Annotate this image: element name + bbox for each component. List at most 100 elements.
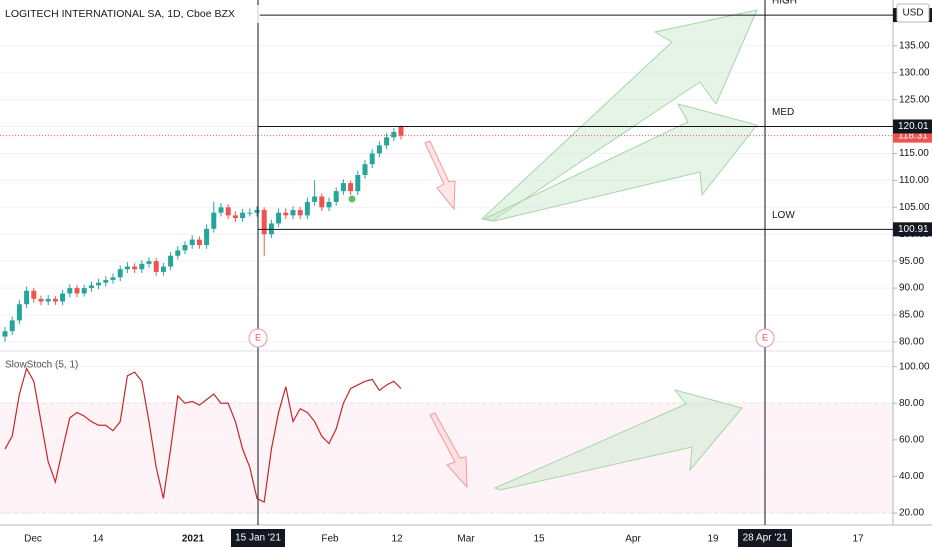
candle-body bbox=[362, 164, 368, 175]
y-tick-label: 100.00 bbox=[899, 361, 930, 372]
time-marker-box bbox=[231, 529, 285, 547]
candle-body bbox=[31, 290, 37, 299]
candle-body bbox=[110, 277, 116, 280]
candle-body bbox=[88, 285, 94, 289]
y-tick-label: 80.00 bbox=[899, 398, 924, 409]
candle-body bbox=[398, 126, 404, 136]
candle-body bbox=[146, 261, 152, 264]
y-tick-label: 115.00 bbox=[899, 148, 929, 159]
candle-body bbox=[340, 183, 346, 192]
y-tick-label: 110.00 bbox=[899, 175, 929, 186]
candle-body bbox=[232, 215, 238, 219]
candle-body bbox=[132, 266, 138, 270]
event-marker bbox=[755, 328, 775, 348]
x-tick-label: 2021 bbox=[182, 534, 205, 545]
candle-body bbox=[211, 212, 217, 229]
candle-body bbox=[204, 228, 210, 245]
event-label: E bbox=[762, 332, 768, 342]
level-name: HIGH bbox=[772, 0, 797, 7]
candle-body bbox=[348, 183, 354, 192]
candle-body bbox=[67, 288, 73, 294]
candle-body bbox=[261, 210, 267, 235]
candle-body bbox=[384, 137, 390, 146]
candle-body bbox=[240, 212, 246, 219]
candle-body bbox=[283, 212, 289, 216]
y-tick-label: 80.00 bbox=[899, 337, 924, 348]
level-value: 120.01 bbox=[898, 121, 929, 132]
green-arrow-stoch bbox=[493, 389, 743, 491]
chart-title: LOGITECH INTERNATIONAL SA, 1D, Cboe BZX bbox=[5, 8, 235, 20]
red-arrow bbox=[424, 140, 456, 211]
level-box bbox=[893, 222, 932, 237]
candle-body bbox=[355, 175, 361, 192]
drawings bbox=[348, 9, 758, 491]
level-value: 100.91 bbox=[898, 224, 929, 235]
candle-body bbox=[290, 210, 296, 216]
signal-dot bbox=[348, 195, 356, 203]
currency-box bbox=[896, 3, 930, 23]
candle-body bbox=[326, 201, 332, 208]
candle-body bbox=[117, 269, 123, 278]
candle-body bbox=[225, 207, 231, 216]
candle-body bbox=[189, 239, 195, 245]
candle-body bbox=[182, 245, 188, 251]
y-tick-label: 20.00 bbox=[899, 508, 924, 519]
candle-body bbox=[52, 298, 58, 302]
candle-body bbox=[276, 212, 282, 224]
candle-body bbox=[153, 261, 159, 272]
candle-body bbox=[45, 298, 51, 302]
y-tick-label: 125.00 bbox=[899, 94, 930, 105]
candle-body bbox=[2, 331, 8, 337]
currency-label: USD bbox=[902, 8, 923, 19]
candle-body bbox=[319, 196, 325, 208]
x-tick-label: 19 bbox=[707, 534, 719, 545]
candle-body bbox=[312, 196, 318, 202]
green-arrow-high bbox=[480, 9, 758, 222]
candle-body bbox=[16, 304, 22, 321]
y-tick-label: 135.00 bbox=[899, 40, 930, 51]
candle-body bbox=[81, 288, 87, 294]
x-tick-label: Dec bbox=[24, 534, 42, 545]
candle-body bbox=[24, 290, 30, 305]
candle-body bbox=[175, 250, 181, 256]
x-tick-label: 15 bbox=[533, 534, 545, 545]
x-tick-label: 12 bbox=[391, 534, 403, 545]
candle-body bbox=[254, 210, 260, 213]
candle-body bbox=[297, 210, 303, 216]
x-tick-label: Feb bbox=[321, 534, 339, 545]
candle-body bbox=[60, 293, 66, 302]
stoch-band bbox=[0, 403, 893, 514]
candle-body bbox=[247, 212, 253, 214]
green-arrow-med bbox=[482, 103, 758, 222]
indicator-title: SlowStoch (5, 1) bbox=[5, 360, 78, 371]
candle-body bbox=[9, 320, 15, 332]
candle-body bbox=[376, 145, 382, 154]
candle-body bbox=[196, 239, 202, 245]
y-tick-label: 95.00 bbox=[899, 256, 924, 267]
red-arrow-stoch bbox=[429, 412, 468, 489]
x-tick-label: Apr bbox=[625, 534, 641, 545]
candle-body bbox=[124, 266, 130, 270]
event-marker bbox=[248, 328, 268, 348]
candle-body bbox=[168, 255, 174, 267]
title-bg bbox=[0, 5, 260, 23]
candle-body bbox=[304, 201, 310, 216]
level-name: MED bbox=[772, 107, 794, 118]
candle-body bbox=[369, 153, 375, 165]
candle-body bbox=[96, 282, 102, 286]
time-marker-label: 15 Jan '21 bbox=[235, 533, 281, 544]
y-tick-label: 130.00 bbox=[899, 67, 930, 78]
y-tick-label: 90.00 bbox=[899, 283, 924, 294]
y-tick-label: 105.00 bbox=[899, 202, 930, 213]
candle-body bbox=[218, 207, 224, 213]
candle-body bbox=[103, 280, 109, 283]
candle-body bbox=[38, 298, 44, 302]
level-name: LOW bbox=[772, 210, 795, 221]
time-marker-box bbox=[738, 529, 792, 547]
last-price-label: 118.31 bbox=[898, 130, 928, 141]
event-label: E bbox=[255, 332, 261, 342]
level-box bbox=[893, 119, 932, 134]
candle-body bbox=[333, 191, 339, 202]
